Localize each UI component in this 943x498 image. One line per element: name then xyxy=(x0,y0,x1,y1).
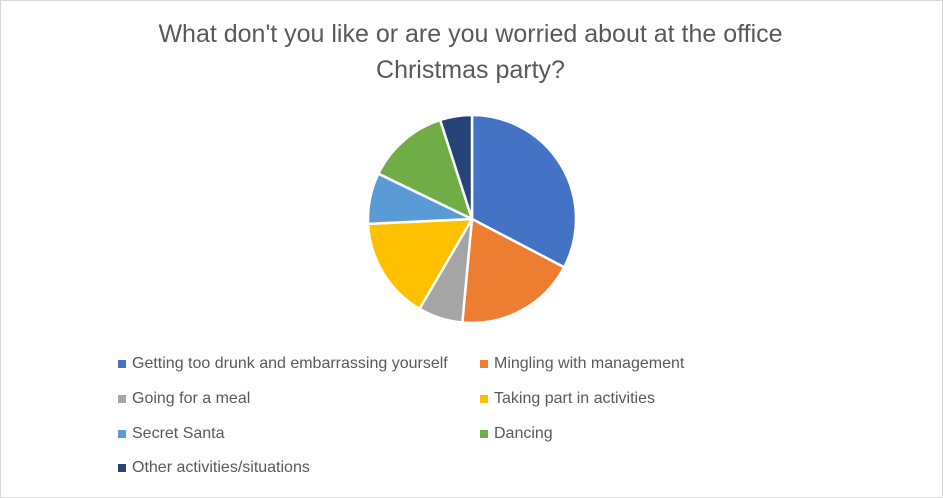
legend-item-2: Going for a meal xyxy=(118,390,250,408)
chart-title-line-2: Christmas party? xyxy=(376,56,565,84)
pie-slice-0 xyxy=(470,113,578,269)
legend-item-4: Secret Santa xyxy=(118,425,225,443)
chart-title: What don't you like or are you worried a… xyxy=(0,16,941,88)
legend-item-3: Taking part in activities xyxy=(480,390,655,408)
chart-title-line-1: What don't you like or are you worried a… xyxy=(158,20,783,48)
legend-swatch-4 xyxy=(118,430,126,438)
pie-slice-6 xyxy=(438,113,474,221)
legend-item-0: Getting too drunk and embarrassing yours… xyxy=(118,355,448,373)
legend-swatch-5 xyxy=(480,430,488,438)
legend-label-4: Secret Santa xyxy=(132,425,225,442)
legend-label-5: Dancing xyxy=(494,425,553,442)
legend-swatch-0 xyxy=(118,360,126,368)
legend-swatch-2 xyxy=(118,395,126,403)
legend-item-6: Other activities/situations xyxy=(118,459,310,477)
pie-slice-5 xyxy=(377,118,474,221)
legend-item-5: Dancing xyxy=(480,425,553,443)
legend-label-1: Mingling with management xyxy=(494,355,685,372)
legend-item-1: Mingling with management xyxy=(480,355,684,373)
legend-swatch-6 xyxy=(118,464,126,472)
legend-swatch-1 xyxy=(480,360,488,368)
legend-label-6: Other activities/situations xyxy=(132,459,310,476)
pie-slice-3 xyxy=(366,217,474,311)
legend-label-2: Going for a meal xyxy=(132,390,251,407)
legend-label-3: Taking part in activities xyxy=(494,390,655,407)
pie-slice-1 xyxy=(461,217,566,325)
legend-swatch-3 xyxy=(480,395,488,403)
legend-label-0: Getting too drunk and embarrassing yours… xyxy=(132,355,448,372)
